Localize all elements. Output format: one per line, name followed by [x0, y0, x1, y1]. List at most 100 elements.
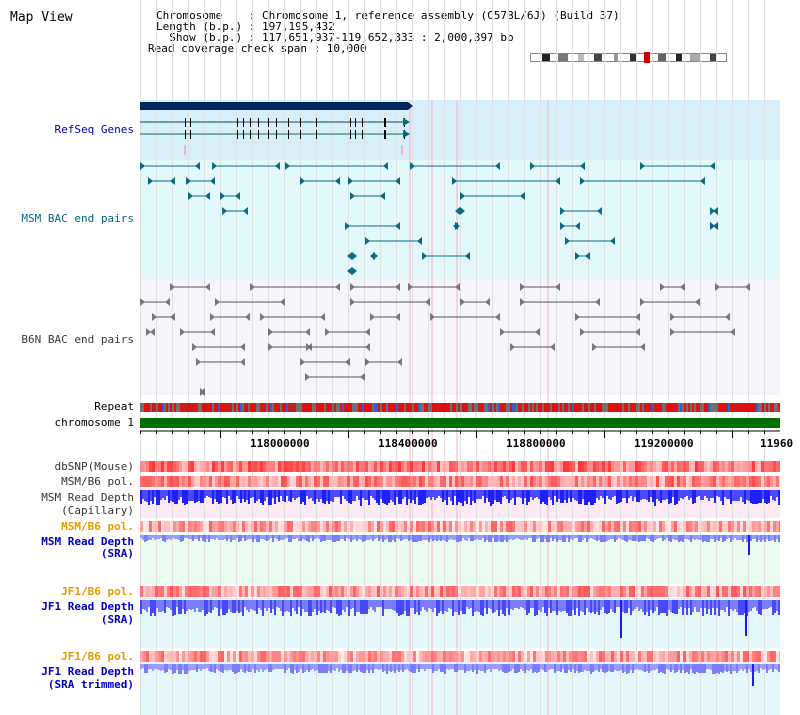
heat-cell [773, 586, 776, 597]
track-area[interactable]: 118000000 118400000 118800000 119200000 … [140, 0, 793, 715]
depth-bar [616, 600, 618, 607]
track-label-repeat[interactable]: Repeat [94, 401, 134, 413]
depth-bar [432, 535, 434, 541]
heat-cell [275, 651, 278, 662]
depth-bar [756, 535, 758, 542]
depth-bar [372, 490, 374, 498]
depth-bar [196, 664, 198, 672]
heat-cell [575, 586, 578, 597]
heat-cell [761, 461, 764, 472]
repeat-segment [662, 403, 664, 412]
depth-bar [536, 600, 538, 615]
msm-bac-end [710, 162, 715, 170]
heat-cell [455, 586, 458, 597]
depth-bar [632, 600, 634, 611]
depth-bar [488, 600, 490, 608]
depth-bar [760, 535, 762, 542]
depth-bar [592, 535, 594, 539]
heat-cell [281, 476, 284, 487]
heat-cell [161, 521, 164, 532]
track-label-refseq[interactable]: RefSeq Genes [55, 124, 134, 136]
repeat-segment [478, 403, 480, 412]
track-label-msm-b6-pol-1[interactable]: MSM/B6 pol. [61, 476, 134, 488]
heat-cell [302, 521, 305, 532]
depth-bar [600, 664, 602, 669]
depth-bar [236, 600, 238, 611]
track-label-msm-depth-cap[interactable]: MSM Read Depth [41, 492, 134, 504]
repeat-segment [146, 403, 148, 412]
heat-cell [149, 461, 152, 472]
repeat-segment [244, 403, 246, 412]
heat-cell [236, 461, 239, 472]
heat-cell [293, 586, 296, 597]
depth-bar [398, 600, 400, 616]
track-label-jf1-depth-sra[interactable]: JF1 Read Depth [41, 601, 134, 613]
refseq-exon [384, 130, 386, 139]
heat-cell [719, 651, 722, 662]
depth-bar [150, 535, 152, 540]
depth-bar [758, 490, 760, 503]
depth-bar [558, 664, 560, 671]
track-label-dbsnp[interactable]: dbSNP(Mouse) [55, 461, 134, 473]
heat-cell [755, 461, 758, 472]
heat-cell [251, 651, 254, 662]
depth-bar [214, 600, 216, 607]
b6n-bac-end [365, 328, 370, 336]
depth-bar [676, 535, 678, 540]
repeat-segment [588, 403, 590, 412]
track-label-msm-bac[interactable]: MSM BAC end pairs [21, 213, 134, 225]
repeat-segment [156, 403, 158, 412]
heat-cell [503, 521, 506, 532]
heat-cell [410, 461, 413, 472]
heat-cell [587, 586, 590, 597]
heat-cell [305, 476, 308, 487]
heat-cell [479, 521, 482, 532]
track-label-jf1-b6-pol-1[interactable]: JF1/B6 pol. [61, 586, 134, 598]
depth-bar [350, 600, 352, 609]
depth-bar [520, 664, 522, 669]
depth-bar [774, 535, 776, 542]
heat-cell [632, 461, 635, 472]
track-label-msm-b6-pol-2[interactable]: MSM/B6 pol. [61, 521, 134, 533]
heat-cell [347, 521, 350, 532]
repeat-segment [270, 403, 272, 412]
depth-bar [736, 600, 738, 612]
heat-cell [329, 521, 332, 532]
heat-cell [554, 476, 557, 487]
track-label-chromosome[interactable]: chromosome 1 [55, 417, 134, 429]
depth-bar [320, 664, 322, 673]
chromosome-ideogram[interactable] [530, 52, 728, 63]
depth-bar [486, 490, 488, 498]
heat-cell [365, 521, 368, 532]
genome-tracks-canvas[interactable] [140, 0, 780, 715]
repeat-segment [268, 403, 270, 412]
msm-bac-end [580, 162, 585, 170]
heat-cell [368, 461, 371, 472]
depth-bar [380, 600, 382, 607]
track-label-msm-depth-sra[interactable]: MSM Read Depth [41, 536, 134, 548]
heat-cell [533, 651, 536, 662]
depth-bar [252, 535, 254, 542]
track-label-text: JF1/B6 pol. [61, 650, 134, 663]
depth-bar [298, 600, 300, 607]
heat-cell [668, 586, 671, 597]
heat-cell [377, 586, 380, 597]
track-label-jf1-b6-pol-2[interactable]: JF1/B6 pol. [61, 651, 134, 663]
heat-cell [437, 521, 440, 532]
repeat-segment [372, 403, 374, 412]
heat-cell [569, 586, 572, 597]
depth-bar [336, 600, 338, 614]
depth-bar [154, 600, 156, 616]
heat-cell [278, 476, 281, 487]
heat-cell [548, 586, 551, 597]
b6n-bac-end [397, 358, 402, 366]
heat-cell [569, 461, 572, 472]
track-label-b6n-bac[interactable]: B6N BAC end pairs [21, 334, 134, 346]
refseq-exon [268, 130, 269, 139]
track-label-jf1-depth-trim[interactable]: JF1 Read Depth [41, 666, 134, 678]
depth-bar [400, 490, 402, 504]
heat-cell [620, 461, 623, 472]
heat-cell [362, 521, 365, 532]
depth-bar [626, 490, 628, 503]
repeat-segment [222, 403, 224, 412]
